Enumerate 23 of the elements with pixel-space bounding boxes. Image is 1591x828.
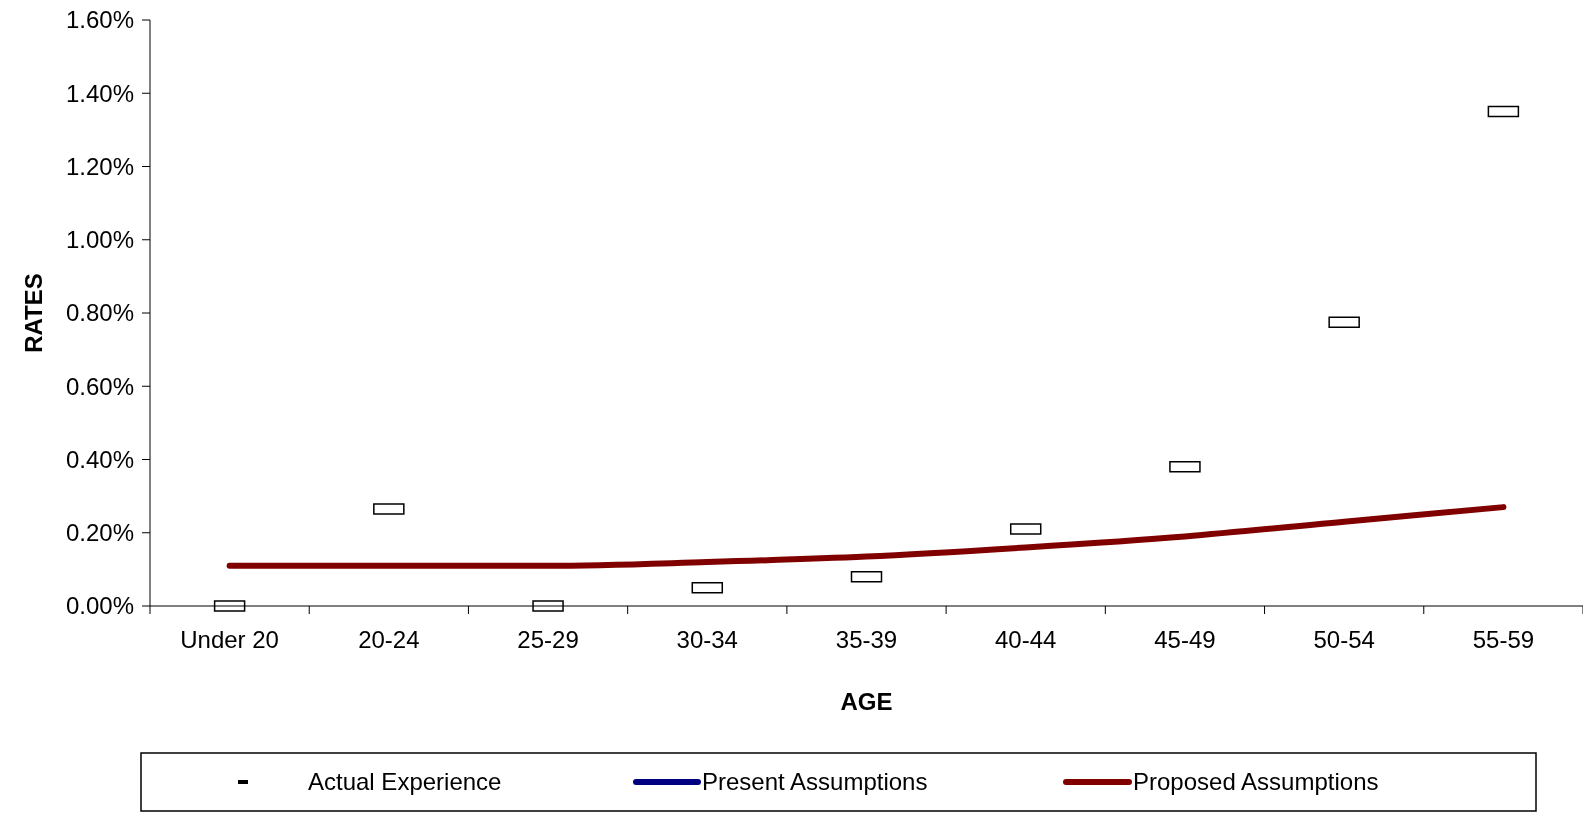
y-tick-label: 0.20%: [65, 519, 134, 547]
y-tick-label: 0.80%: [65, 299, 134, 327]
y-tick-label: 0.40%: [65, 445, 134, 473]
x-tick-label: 25-29: [517, 626, 579, 653]
y-tick-label: 1.00%: [65, 226, 134, 254]
x-tick-label: 50-54: [1313, 626, 1375, 653]
x-tick-label: Under 20: [180, 626, 279, 653]
x-tick-label: 45-49: [1154, 626, 1216, 653]
y-axis-title: RATES: [20, 273, 47, 353]
legend-label: Proposed Assumptions: [1133, 768, 1379, 796]
legend-label: Present Assumptions: [702, 768, 928, 796]
x-tick-label: 20-24: [358, 626, 420, 653]
text: Actual Experience: [308, 768, 502, 796]
x-tick-label: 40-44: [995, 626, 1057, 653]
y-tick-label: 0.60%: [65, 372, 134, 400]
y-tick-label: 0.00%: [65, 592, 134, 620]
y-tick-label: 1.40%: [65, 79, 134, 107]
y-tick-label: 1.20%: [65, 152, 134, 180]
x-tick-label: 35-39: [835, 626, 898, 653]
x-tick-label: 30-34: [676, 626, 738, 653]
x-axis-title: AGE: [840, 688, 893, 715]
x-tick-label: 55-59: [1472, 626, 1535, 653]
y-tick-label: 1.60%: [65, 6, 134, 34]
